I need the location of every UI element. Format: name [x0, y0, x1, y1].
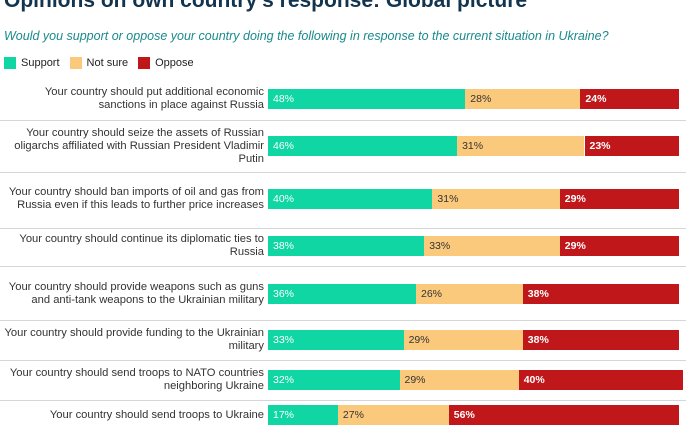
row-divider-3	[0, 228, 686, 229]
row-label-6: Your country should provide funding to t…	[4, 327, 264, 352]
bar-oppose-row-7: 40%	[518, 370, 684, 390]
bar-oppose-row-2: 23%	[584, 136, 679, 156]
legend-label-oppose: Oppose	[155, 57, 194, 69]
row-divider-1	[0, 120, 686, 121]
legend-label-support: Support	[21, 57, 60, 69]
bar-not-sure-row-4: 33%	[424, 236, 560, 256]
bar-support-row-6: 33%	[268, 330, 404, 350]
chart-title: Opinions on own country's response: Glob…	[4, 0, 528, 12]
legend-label-not-sure: Not sure	[86, 57, 129, 69]
bar-not-sure-row-1: 28%	[465, 89, 581, 109]
bar-oppose-row-4: 29%	[559, 236, 679, 256]
row-divider-4	[0, 266, 686, 267]
bar-support-row-5: 36%	[268, 284, 416, 304]
legend-item-support: Support	[4, 57, 60, 69]
bar-oppose-row-6: 38%	[522, 330, 679, 350]
bar-not-sure-row-6: 29%	[403, 330, 523, 350]
chart-subtitle: Would you support or oppose your country…	[4, 29, 609, 43]
bar-support-row-4: 38%	[268, 236, 425, 256]
legend-item-oppose: Oppose	[138, 57, 194, 69]
row-label-7: Your country should send troops to NATO …	[9, 367, 264, 392]
bar-support-row-8: 17%	[268, 405, 338, 425]
legend-item-not-sure: Not sure	[69, 57, 129, 69]
bar-not-sure-row-7: 29%	[399, 370, 519, 390]
row-label-5: Your country should provide weapons such…	[8, 281, 264, 306]
row-divider-2	[0, 172, 686, 173]
legend-swatch-oppose	[138, 57, 151, 69]
bar-support-row-2: 46%	[268, 136, 458, 156]
row-label-4: Your country should continue its diploma…	[19, 233, 264, 258]
bar-oppose-row-1: 24%	[580, 89, 679, 109]
bar-support-row-3: 40%	[268, 189, 433, 209]
row-label-1: Your country should put additional econo…	[44, 86, 264, 111]
bar-not-sure-row-8: 27%	[337, 405, 449, 425]
chart-legend: Support Not sure Oppose	[4, 56, 204, 70]
bar-support-row-1: 48%	[268, 89, 466, 109]
row-label-3: Your country should ban imports of oil a…	[8, 186, 264, 211]
row-divider-5	[0, 320, 686, 321]
bar-oppose-row-3: 29%	[559, 189, 679, 209]
bar-not-sure-row-5: 26%	[416, 284, 523, 304]
bar-not-sure-row-2: 31%	[457, 136, 585, 156]
legend-swatch-not-sure	[69, 57, 82, 69]
row-label-8: Your country should send troops to Ukrai…	[49, 409, 264, 421]
bar-oppose-row-8: 56%	[448, 405, 679, 425]
row-label-2: Your country should seize the assets of …	[14, 127, 264, 165]
bar-oppose-row-5: 38%	[522, 284, 679, 304]
bar-not-sure-row-3: 31%	[432, 189, 560, 209]
row-divider-7	[0, 400, 686, 401]
bar-support-row-7: 32%	[268, 370, 400, 390]
row-divider-6	[0, 360, 686, 361]
legend-swatch-support	[4, 57, 16, 69]
